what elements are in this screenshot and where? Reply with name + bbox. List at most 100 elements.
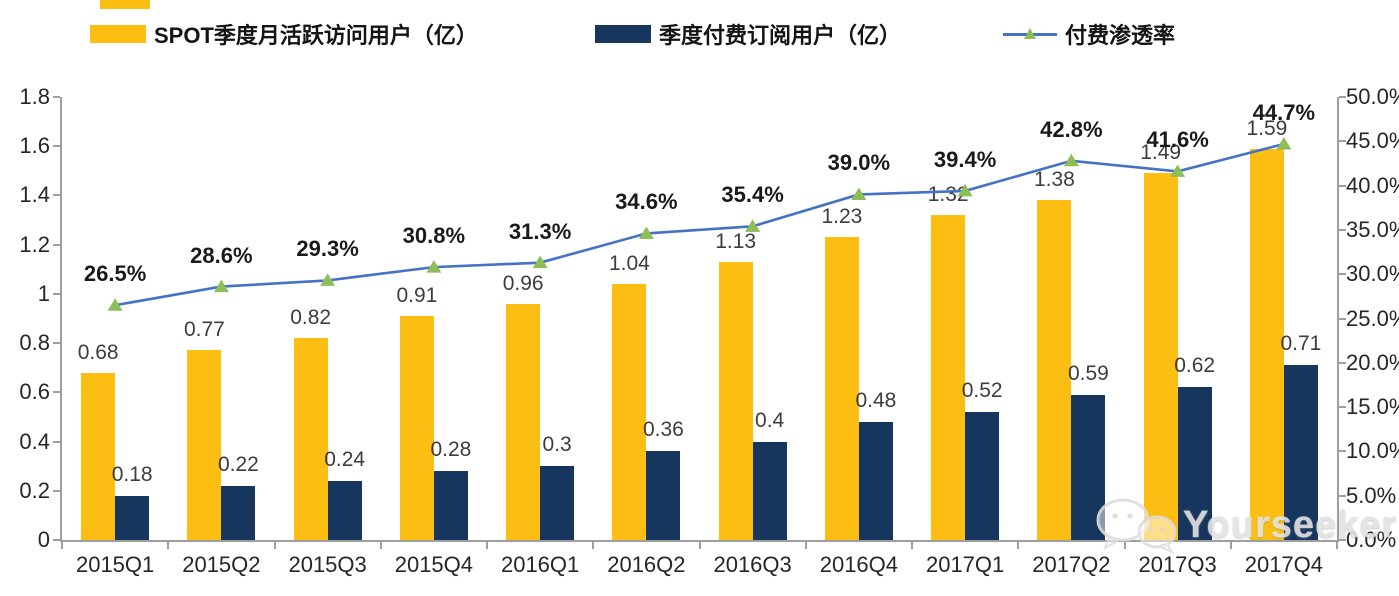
bar-label-mau: 1.23 [821,205,863,229]
x-axis-tick [698,542,701,549]
x-axis-category-label: 2017Q1 [925,552,1005,577]
right-axis-tick [1339,361,1346,364]
bar-subs [965,412,1000,540]
bar-label-subs: 0.3 [542,433,572,457]
triangle-marker-icon [107,298,123,311]
x-axis-category-label: 2016Q4 [819,552,899,577]
bar-label-subs: 0.48 [855,388,897,412]
right-axis-tick [1339,406,1346,409]
bar-label-subs: 0.52 [961,379,1003,403]
penetration-point-label: 44.7% [1252,99,1316,125]
bar-mau [612,284,647,540]
bar-label-subs: 0.28 [430,438,472,462]
left-axis-tick [53,145,60,148]
bar-mau [293,338,328,540]
bar-label-mau: 0.91 [396,284,438,308]
bar-subs [646,451,681,540]
cropped-image-artifact [100,0,150,9]
left-axis-tick-label: 0.6 [19,379,50,405]
left-axis-tick [53,489,60,492]
right-axis-tick-label: 40.0% [1346,172,1399,198]
bar-subs [115,495,150,540]
penetration-point-label: 30.8% [402,223,466,249]
x-axis-category-label: 2015Q4 [394,552,474,577]
bar-subs [327,480,362,540]
legend-label-mau: SPOT季度月活跃访问用户（亿） [154,23,478,48]
x-axis-tick [592,542,595,549]
right-axis-tick-label: 10.0% [1346,438,1399,464]
triangle-marker-icon [1024,28,1036,39]
right-axis-tick-label: 25.0% [1346,305,1399,331]
x-axis-tick [486,542,488,549]
penetration-point-label: 41.6% [1146,127,1209,153]
bar-label-subs: 0.62 [1174,354,1216,378]
yellow-bar-swatch-icon [90,25,146,43]
triangle-marker-icon [1063,153,1079,167]
legend-item-subs: 季度付费订阅用户（亿） [595,18,901,50]
bar-mau [718,261,753,540]
left-axis-tick [53,292,60,295]
penetration-point-label: 35.4% [721,182,784,208]
triangle-marker-icon [213,279,229,293]
left-axis-tick-label: 0.4 [19,428,50,454]
bar-subs [752,441,787,540]
penetration-point-label: 42.8% [1040,116,1103,142]
right-axis-tick [1339,450,1346,453]
bar-label-mau: 1.32 [927,183,969,207]
right-axis-tick [1339,228,1346,231]
x-axis-category-label: 2015Q1 [75,552,155,577]
left-axis-tick-label: 1 [37,280,50,306]
bar-label-mau: 0.68 [77,340,119,364]
right-axis-tick [1339,184,1346,187]
right-axis-tick-label: 15.0% [1346,394,1399,420]
bar-label-subs: 0.24 [324,447,366,471]
left-axis-tick [53,243,60,246]
left-axis-tick [53,194,60,197]
legend-label-subs: 季度付费订阅用户（亿） [659,23,902,48]
x-axis-tick [804,542,807,549]
penetration-point-label: 28.6% [190,242,253,268]
right-axis-tick-label: 20.0% [1346,349,1399,375]
legend-item-penetration: 付费渗透率 [1003,18,1175,50]
x-axis-category-label: 2016Q3 [713,552,792,577]
bar-label-mau: 0.82 [290,306,332,330]
penetration-point-label: 26.5% [83,261,147,287]
left-axis-tick [53,391,60,394]
right-axis-tick-label: 45.0% [1346,128,1399,154]
bar-mau [931,215,966,540]
penetration-point-label: 29.3% [296,236,359,262]
x-axis-category-label: 2015Q3 [288,552,367,577]
left-axis-line [60,97,62,542]
triangle-marker-icon [532,255,548,269]
x-axis-tick [911,542,913,549]
bar-label-subs: 0.4 [755,408,785,432]
x-axis-category-label: 2016Q2 [607,552,686,577]
right-axis-tick-label: 50.0% [1346,84,1399,109]
legend-label-penetration: 付费渗透率 [1065,23,1176,48]
navy-bar-swatch-icon [595,25,651,43]
penetration-point-label: 31.3% [508,218,572,244]
bar-label-subs: 0.22 [217,452,259,476]
right-axis-tick-label: 30.0% [1346,261,1399,287]
x-axis-tick [273,542,276,549]
bar-subs [433,471,468,540]
x-axis-tick [1123,542,1126,549]
bar-label-mau: 1.59 [1246,116,1288,140]
legend-item-mau: SPOT季度月活跃访问用户（亿） [90,18,478,50]
bar-label-subs: 0.18 [111,462,153,486]
left-axis-tick-label: 1.6 [19,133,50,159]
right-axis-tick [1339,539,1346,541]
penetration-point-label: 34.6% [615,189,678,215]
penetration-point-label: 39.4% [933,146,997,172]
left-axis-tick-label: 1.2 [19,231,50,257]
x-axis-tick [1229,542,1232,549]
right-axis-tick [1339,494,1346,497]
x-axis-tick [1336,542,1338,549]
left-axis-tick [53,539,60,541]
right-axis-tick [1339,273,1346,276]
bar-mau [399,316,434,540]
x-axis-category-label: 2017Q3 [1138,552,1217,577]
x-axis-tick [1017,542,1020,549]
right-axis-line [1337,97,1339,542]
bottom-axis-line [60,540,1339,542]
